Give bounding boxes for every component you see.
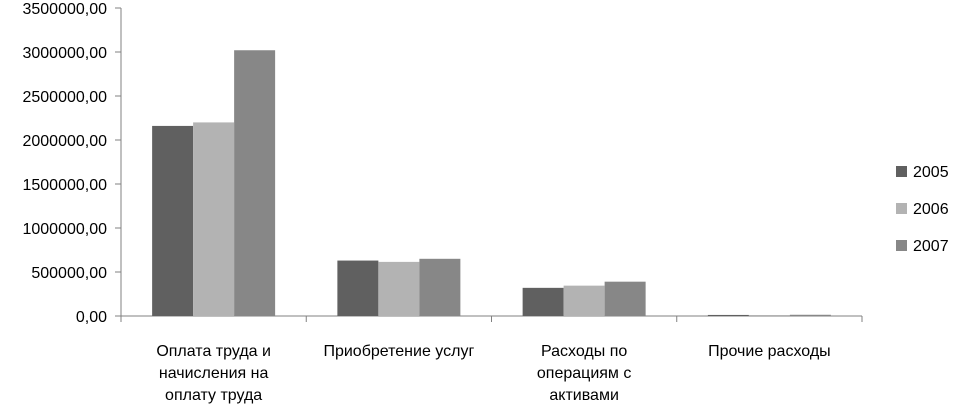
- x-category-label: Прочие расходы: [708, 343, 831, 360]
- bar-2005: [522, 287, 564, 316]
- x-category-label-line: Приобретение услуг: [323, 343, 474, 360]
- y-tick-label: 1500000,00: [22, 177, 107, 194]
- x-category-label-line: активами: [549, 387, 619, 404]
- bar-2007: [604, 281, 646, 316]
- y-tick-label: 3000000,00: [22, 45, 107, 62]
- y-tick-label: 3500000,00: [22, 1, 107, 18]
- x-category-label-line: Оплата труда и: [156, 343, 271, 360]
- bar-2005: [152, 125, 194, 316]
- x-category-label-line: Прочие расходы: [708, 343, 831, 360]
- y-tick-label: 500000,00: [31, 265, 107, 282]
- bar-2006: [748, 315, 790, 316]
- legend-label: 2005: [913, 164, 949, 181]
- x-category-label: Приобретение услуг: [323, 343, 474, 360]
- legend-swatch: [896, 166, 907, 177]
- bar-2007: [419, 258, 461, 316]
- y-axis: 0,00 500000,00 1000000,00 1500000,00 2000000…: [22, 1, 122, 326]
- legend-swatch: [896, 203, 907, 214]
- x-category-label: Оплата труда и начисления на оплату труда: [156, 343, 271, 404]
- x-category-label-line: оплату труда: [165, 387, 262, 404]
- legend: 2005 2006 2007: [896, 164, 949, 255]
- x-axis: Оплата труда и начисления на оплату труда П…: [120, 315, 863, 404]
- y-tick-label: 2000000,00: [22, 133, 107, 150]
- bar-2005: [707, 314, 749, 316]
- bar-2006: [193, 122, 235, 317]
- bar-2006: [563, 285, 605, 316]
- y-tick-label: 1000000,00: [22, 221, 107, 238]
- x-category-label: Расходы по операциям с активами: [537, 343, 631, 404]
- x-category-label-line: начисления на: [159, 365, 269, 382]
- x-category-label-line: операциям с: [537, 365, 631, 382]
- bar-2007: [789, 314, 831, 316]
- bar-2007: [234, 50, 276, 317]
- y-tick-label: 0,00: [76, 309, 107, 326]
- x-category-label-line: Расходы по: [541, 343, 627, 360]
- legend-label: 2006: [913, 201, 949, 218]
- bars: [152, 50, 831, 317]
- legend-label: 2007: [913, 238, 949, 255]
- bar-2006: [378, 261, 420, 316]
- y-tick-label: 2500000,00: [22, 89, 107, 106]
- legend-swatch: [896, 240, 907, 251]
- bar-2005: [337, 260, 379, 316]
